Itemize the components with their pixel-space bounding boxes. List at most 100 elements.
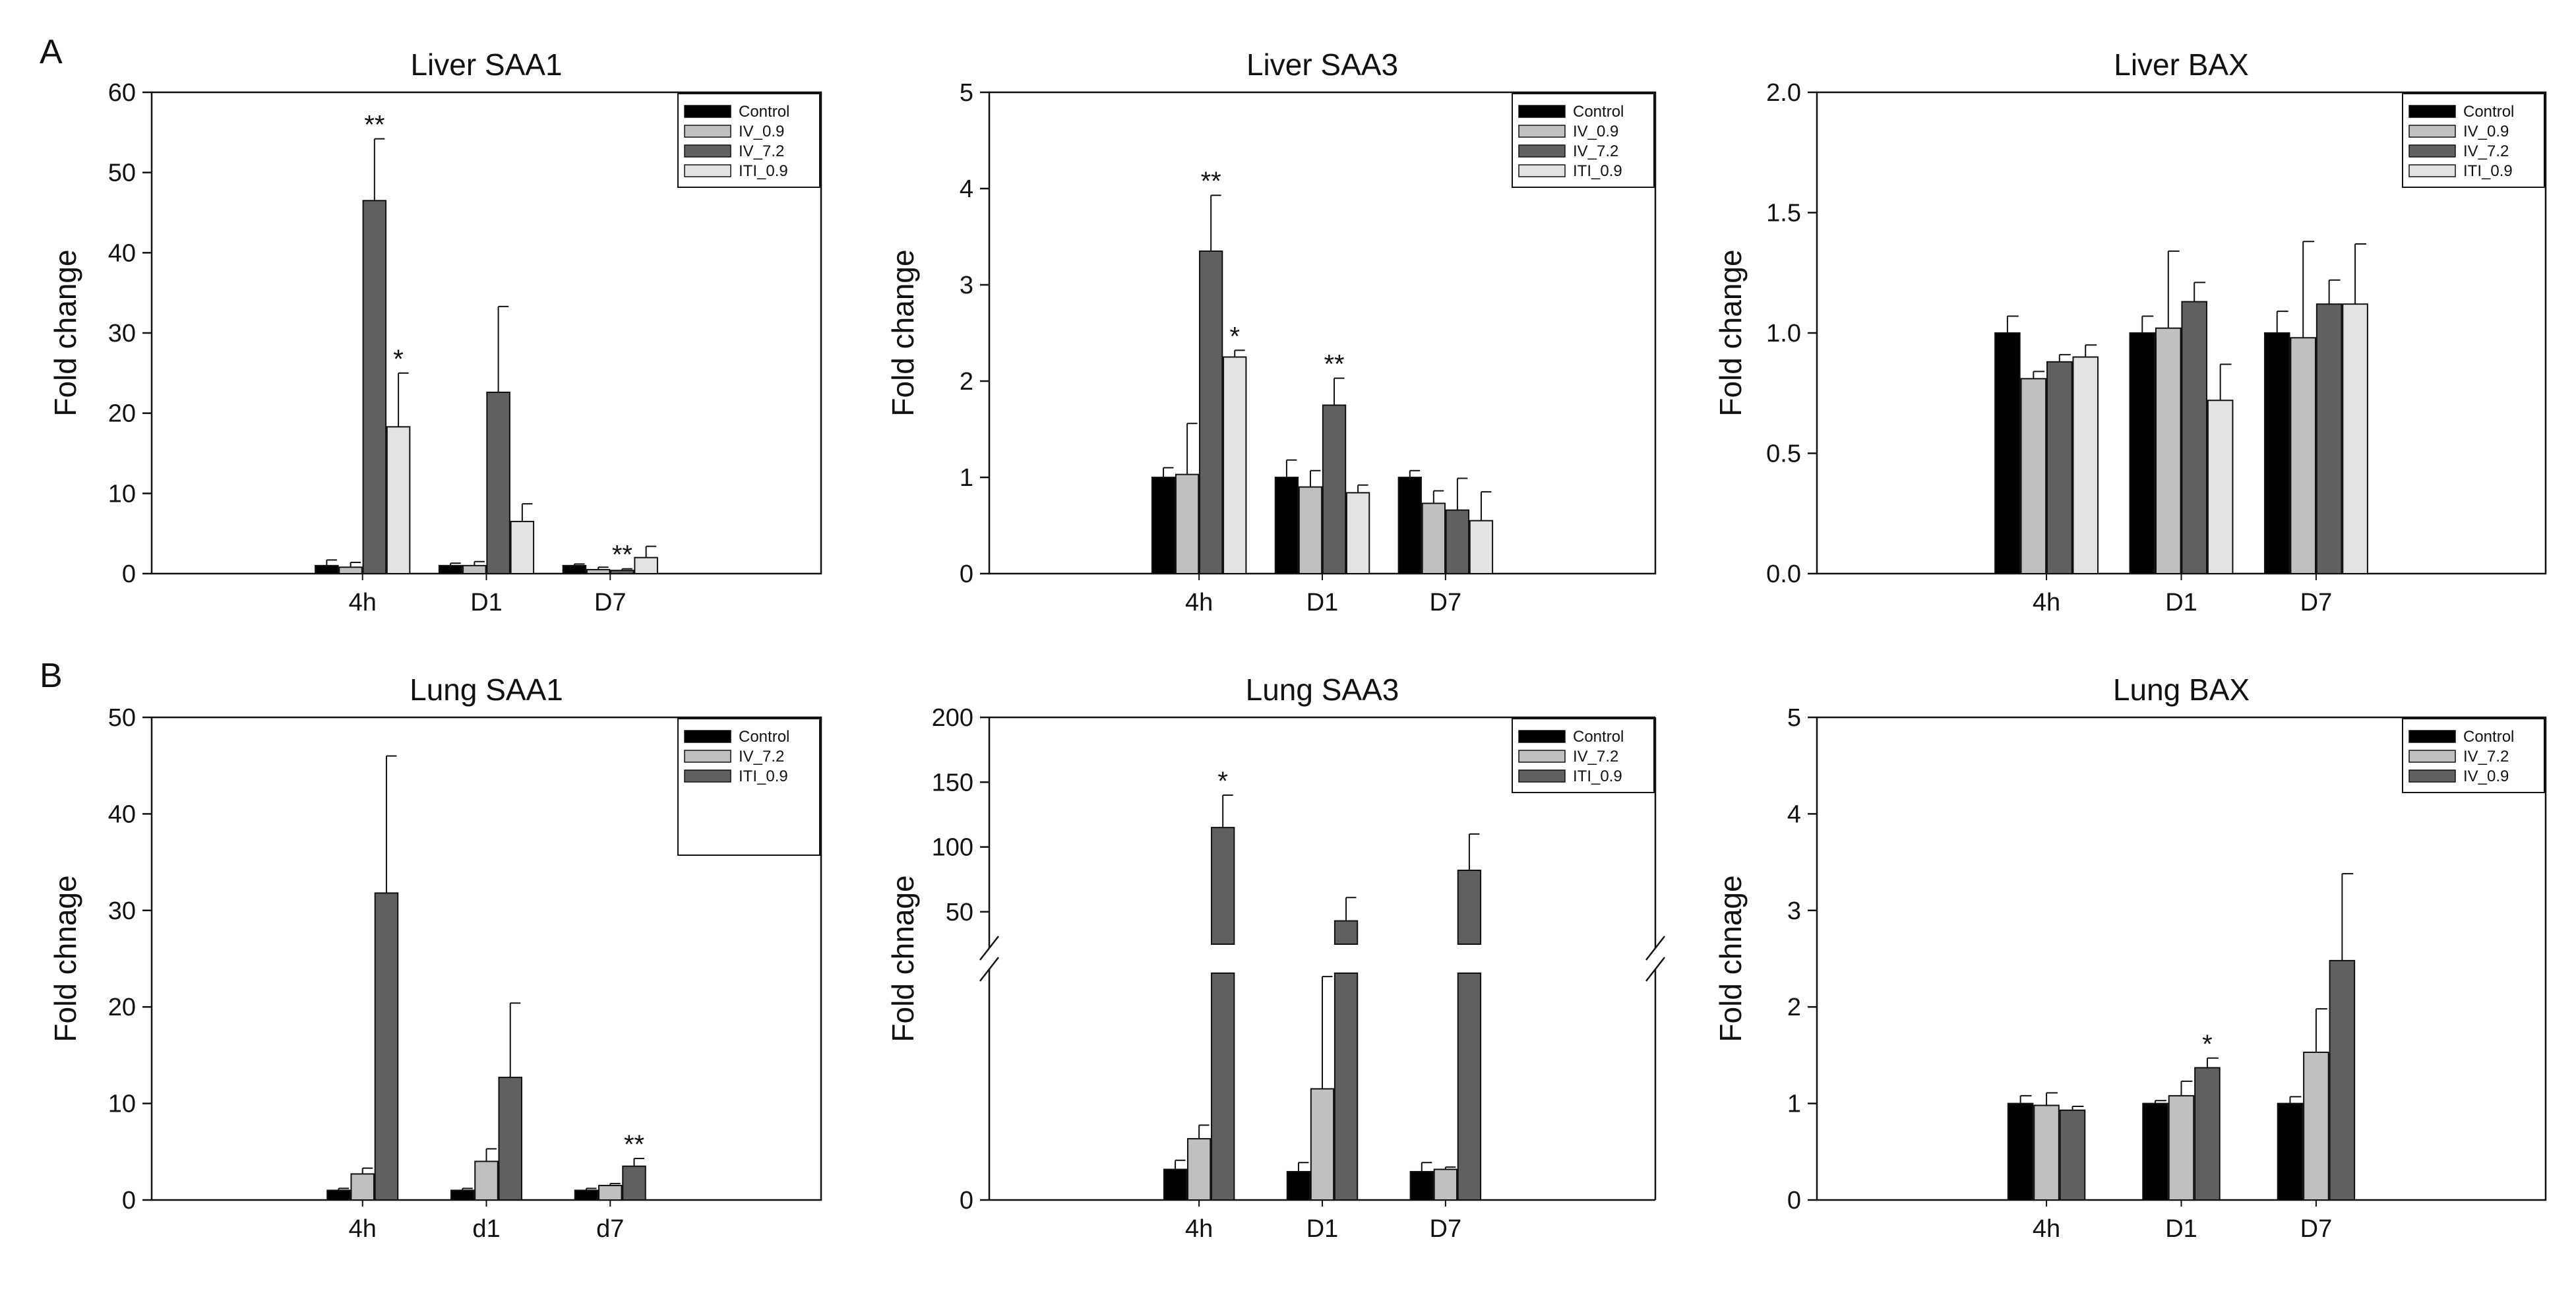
legend-swatch <box>1518 144 1566 158</box>
legend-swatch <box>2408 125 2456 138</box>
bar <box>1163 1168 1188 1201</box>
bar <box>1310 1088 1335 1201</box>
bar <box>386 426 411 574</box>
chart-lung-saa3: Lung SAA3 Fold chnage 50 100 150 200 0 4h D1 D7 * C… <box>886 673 1665 1243</box>
y-tick-label: 1.0 <box>1766 320 1801 347</box>
bar <box>1298 486 1323 574</box>
chart-liver-saa1: Liver SAA1 Fold change 0 10 20 30 40 50 60 4h D1 D7… <box>48 47 822 616</box>
chart-title: Liver BAX <box>2114 47 2249 82</box>
legend-swatch <box>684 125 731 138</box>
y-tick-label: 0 <box>122 1187 136 1214</box>
chart-title: Lung BAX <box>2113 673 2250 707</box>
y-axis-label: Fold chnage <box>1713 875 1748 1042</box>
bar <box>2046 361 2073 574</box>
chart-title: Lung SAA3 <box>1246 673 1399 707</box>
y-tick-label: 2.0 <box>1766 79 1801 107</box>
bar <box>1421 502 1446 574</box>
chart-title: Liver SAA3 <box>1246 47 1398 82</box>
y-tick-label: 4 <box>960 175 973 203</box>
legend-swatch <box>2408 769 2456 783</box>
legend-label: ITI_0.9 <box>2463 162 2513 180</box>
y-tick-label: 3 <box>1787 897 1801 925</box>
y-tick-label: 20 <box>108 400 136 428</box>
y-tick-label: 50 <box>108 160 136 187</box>
bar <box>1322 404 1347 574</box>
x-tick-label: D1 <box>1306 589 1339 616</box>
bar <box>2072 356 2099 574</box>
legend-swatch <box>1518 730 1566 743</box>
bar <box>1223 356 1247 574</box>
significance-marker: ** <box>364 111 384 140</box>
y-tick-label: 50 <box>946 899 973 926</box>
bar <box>2168 1094 2195 1201</box>
legend-swatch <box>2408 144 2456 158</box>
x-tick-label: D7 <box>2300 589 2333 616</box>
bar <box>1994 332 2021 574</box>
bar <box>474 1160 499 1201</box>
x-tick-label: D7 <box>594 589 627 616</box>
legend-swatch <box>1518 105 1566 118</box>
y-tick-label: 0 <box>960 1187 973 1214</box>
x-tick-label: 4h <box>349 1215 377 1243</box>
bar <box>2033 1104 2060 1201</box>
bar <box>2290 337 2316 574</box>
bar <box>2194 1067 2221 1201</box>
bar <box>2181 301 2208 574</box>
y-tick-label: 100 <box>932 834 973 862</box>
bar <box>622 1165 646 1201</box>
bar <box>462 564 487 574</box>
legend-label: IV_0.9 <box>739 123 784 140</box>
x-tick-label: d1 <box>472 1215 500 1243</box>
bar <box>1409 1170 1434 1201</box>
x-tick-label: 4h <box>349 589 377 616</box>
y-tick-label: 150 <box>932 769 973 796</box>
y-tick-label: 60 <box>108 79 136 107</box>
x-tick-label: D1 <box>2165 589 2197 616</box>
bar <box>562 564 587 574</box>
y-tick-label: 5 <box>1787 704 1801 732</box>
y-axis-label: Fold change <box>886 249 920 416</box>
legend-swatch <box>2408 730 2456 743</box>
bar <box>1397 477 1422 574</box>
y-tick-label: 50 <box>108 704 136 732</box>
significance-marker: * <box>1229 322 1240 351</box>
y-axis-label: Fold change <box>48 249 82 416</box>
bar <box>374 892 399 1201</box>
bar <box>1175 473 1200 574</box>
legend-label: ITI_0.9 <box>1573 767 1622 785</box>
significance-marker: ** <box>1201 167 1221 196</box>
legend-swatch <box>684 144 731 158</box>
legend-swatch <box>1518 750 1566 763</box>
bar <box>2129 332 2156 574</box>
bar <box>1433 1168 1458 1201</box>
bar <box>362 200 387 574</box>
bar <box>1469 520 1494 575</box>
y-tick-label: 40 <box>108 800 136 828</box>
legend-label: IV_7.2 <box>1573 748 1618 765</box>
y-tick-label: 40 <box>108 239 136 267</box>
chart-lung-bax: Lung BAX Fold chnage 0 1 2 3 4 5 4h D1 D7 * Control I… <box>1713 673 2547 1243</box>
bar <box>1457 869 1482 945</box>
bar <box>2277 1102 2304 1201</box>
significance-marker: ** <box>612 541 632 570</box>
bar <box>1445 509 1470 575</box>
bar <box>315 564 339 574</box>
bar <box>510 520 535 575</box>
bar <box>350 1173 375 1201</box>
bar <box>338 566 363 574</box>
y-tick-label: 200 <box>932 704 973 732</box>
x-tick-label: D7 <box>1430 1215 1462 1243</box>
legend-label: IV_0.9 <box>2463 767 2509 785</box>
legend: Control IV_7.2 ITI_0.9 <box>677 718 820 856</box>
x-tick-label: 4h <box>1185 1215 1213 1243</box>
y-tick-label: 1 <box>960 464 973 492</box>
legend-label: ITI_0.9 <box>739 767 788 785</box>
legend-label: Control <box>2463 103 2514 121</box>
legend-swatch <box>684 164 731 177</box>
bar <box>1274 477 1299 574</box>
chart-lung-saa1: Lung SAA1 Fold chnage 0 10 20 30 40 50 4h d1 d7 ** C… <box>48 673 822 1243</box>
y-tick-label: 30 <box>108 897 136 925</box>
x-tick-label: 4h <box>2033 1215 2060 1243</box>
